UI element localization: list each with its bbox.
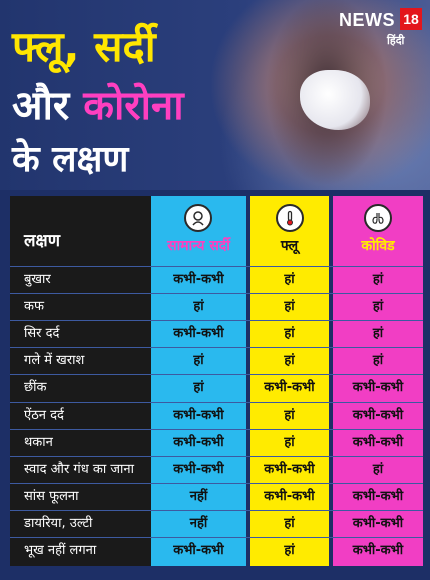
table-row: स्वाद और गंध का जाना कभी-कभी कभी-कभी हां <box>10 455 423 483</box>
brand-language: हिंदी <box>387 34 405 47</box>
cold-value: कभी-कभी <box>173 326 224 342</box>
cold-value: कभी-कभी <box>173 543 224 558</box>
covid-value: हां <box>372 299 384 315</box>
symptom-label: बुखार <box>24 272 51 287</box>
lungs-virus-icon <box>364 204 392 232</box>
symptom-label: ऐंठन दर्द <box>24 407 64 423</box>
flu-value: हां <box>284 272 295 287</box>
cold-value: हां <box>193 353 204 369</box>
flu-value: कभी-कभी <box>264 380 315 396</box>
flu-value: हां <box>284 434 295 450</box>
covid-value: कभी-कभी <box>352 543 404 558</box>
thermometer-icon <box>276 204 304 232</box>
table-row: ऐंठन दर्द कभी-कभी हां कभी-कभी <box>10 401 423 429</box>
brand-name: NEWS <box>339 10 395 30</box>
table-row: कफ हां हां हां <box>10 293 423 320</box>
symptom-label: स्वाद और गंध का जाना <box>24 461 134 477</box>
column-header-flu: फ्लू <box>280 238 299 254</box>
covid-value: हां <box>372 353 384 369</box>
table-row: थकान कभी-कभी हां कभी-कभी <box>10 428 423 456</box>
table-row: गले में खराश हां हां हां <box>10 347 423 374</box>
tissue-image <box>300 70 370 130</box>
flu-value: हां <box>284 543 295 558</box>
cold-column-bg <box>151 196 246 566</box>
label-column-bg <box>10 196 151 566</box>
flu-value: कभी-कभी <box>264 461 315 477</box>
title-line-1: फ्लू, सर्दी <box>12 22 156 71</box>
symptom-label: डायरिया, उल्टी <box>24 515 93 531</box>
news18-logo[interactable]: NEWS 18 हिंदी <box>339 6 423 50</box>
brand-number: 18 <box>400 8 422 30</box>
table-row: डायरिया, उल्टी नहीं हां कभी-कभी <box>10 509 423 537</box>
cold-value: नहीं <box>189 488 208 504</box>
flu-value: हां <box>284 299 295 315</box>
covid-value: कभी-कभी <box>352 515 404 531</box>
covid-value: कभी-कभी <box>352 488 404 504</box>
title-line-2: और कोरोना <box>12 86 184 126</box>
flu-value: हां <box>284 407 295 423</box>
cold-value: हां <box>193 299 204 315</box>
flu-value: कभी-कभी <box>264 488 315 504</box>
symptom-header: लक्षण <box>24 231 61 251</box>
column-header-cold: सामान्य सर्दी <box>167 238 230 254</box>
column-header-covid: कोविड <box>361 238 395 254</box>
cold-value: कभी-कभी <box>173 434 224 450</box>
covid-value: हां <box>372 461 384 477</box>
title-line-2-highlight: कोरोना <box>83 83 184 129</box>
symptom-label: थकान <box>24 434 53 450</box>
table-row: भूख नहीं लगना कभी-कभी हां कभी-कभी <box>10 537 423 564</box>
symptom-label: छींक <box>24 380 47 396</box>
symptom-label: कफ <box>24 299 45 315</box>
symptom-label: गले में खराश <box>24 353 85 369</box>
table-row: सिर दर्द कभी-कभी हां हां <box>10 320 423 347</box>
hero-photo <box>0 0 430 190</box>
table-row: छींक हां कभी-कभी कभी-कभी <box>10 374 423 401</box>
symptom-label: भूख नहीं लगना <box>24 543 97 558</box>
symptom-label: सिर दर्द <box>24 326 60 342</box>
cold-value: कभी-कभी <box>173 407 224 423</box>
covid-value: कभी-कभी <box>352 407 404 423</box>
title-line-2-prefix: और <box>12 83 84 129</box>
covid-value: कभी-कभी <box>352 434 404 450</box>
covid-value: हां <box>372 272 384 287</box>
flu-value: हां <box>284 353 295 369</box>
flu-value: हां <box>284 515 295 531</box>
cold-value: कभी-कभी <box>173 272 224 287</box>
flu-value: हां <box>284 326 295 342</box>
flu-column-bg <box>250 196 329 566</box>
table-row: बुखार कभी-कभी हां हां <box>10 266 423 293</box>
symptoms-table: लक्षण सामान्य सर्दी फ्लू कोविड बुखार कभी-… <box>10 196 423 566</box>
cold-value: कभी-कभी <box>173 461 224 477</box>
title-line-3: के लक्षण <box>12 139 129 180</box>
covid-column-bg <box>333 196 423 566</box>
symptom-label: सांस फूलना <box>24 488 79 504</box>
table-row: सांस फूलना नहीं कभी-कभी कभी-कभी <box>10 482 423 510</box>
cold-person-icon <box>184 204 212 232</box>
covid-value: हां <box>372 326 384 342</box>
cold-value: हां <box>193 380 204 396</box>
cold-value: नहीं <box>189 515 208 531</box>
covid-value: कभी-कभी <box>352 380 404 396</box>
